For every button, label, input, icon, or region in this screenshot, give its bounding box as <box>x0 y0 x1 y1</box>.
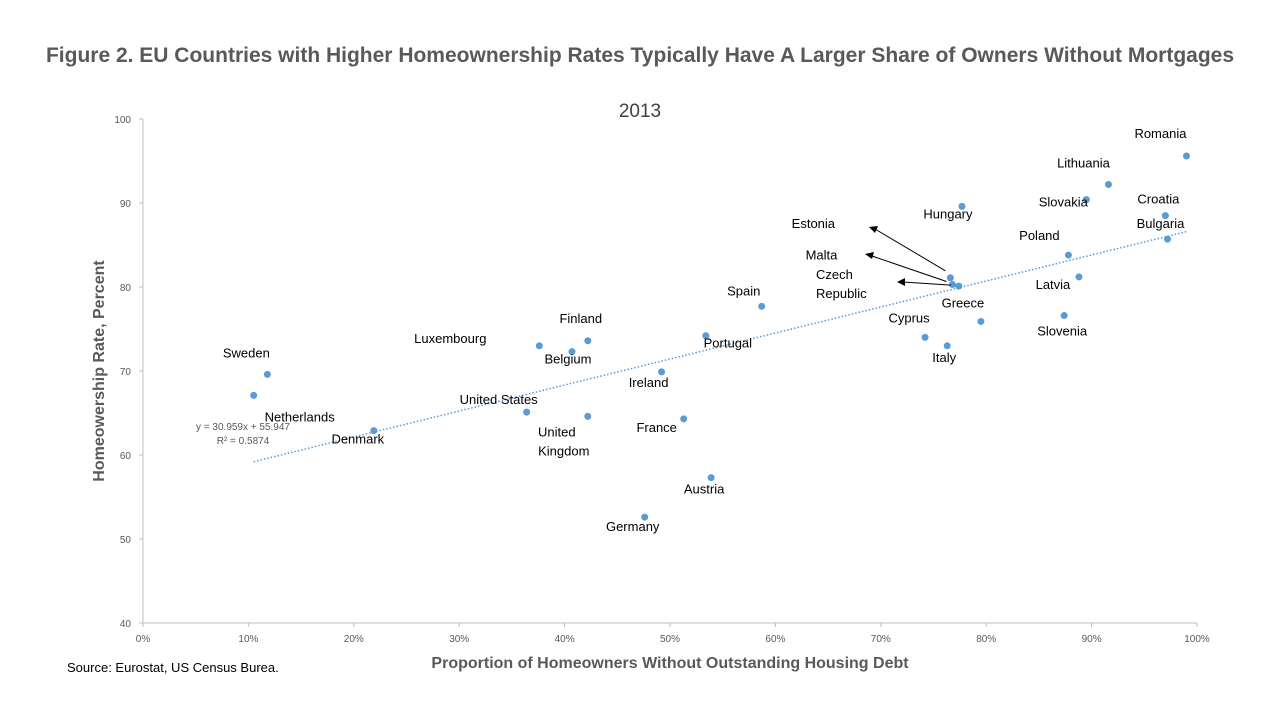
data-point <box>707 474 715 482</box>
x-tick-label: 100% <box>1184 634 1210 645</box>
data-point <box>1104 181 1112 189</box>
x-tick-label: 50% <box>660 634 680 645</box>
x-tick-label: 60% <box>765 634 785 645</box>
x-tick-label: 90% <box>1082 634 1102 645</box>
data-point <box>263 370 271 378</box>
x-tick-label: 70% <box>871 634 891 645</box>
point-label: Poland <box>1019 228 1059 243</box>
point-label: United States <box>460 392 539 407</box>
arrow-head <box>869 226 878 233</box>
data-point <box>1161 212 1169 220</box>
data-point <box>584 337 592 345</box>
point-label: Kingdom <box>538 443 589 458</box>
data-point <box>1082 196 1090 204</box>
point-label: United <box>538 424 576 439</box>
data-point <box>535 342 543 350</box>
callout-arrow <box>902 281 951 286</box>
point-label: Republic <box>816 286 867 301</box>
data-point <box>943 342 951 350</box>
x-axis-title: Proportion of Homeowners Without Outstan… <box>431 655 909 672</box>
point-label: Estonia <box>792 216 836 231</box>
data-point <box>641 513 649 521</box>
data-point <box>658 368 666 376</box>
x-tick-label: 40% <box>555 634 575 645</box>
data-point <box>958 202 966 210</box>
data-point <box>523 408 531 416</box>
trendline-r-squared: R² = 0.5874 <box>217 436 270 447</box>
x-tick-label: 10% <box>238 634 258 645</box>
y-tick-label: 90 <box>120 199 132 210</box>
callout-arrow <box>874 228 946 272</box>
point-label: Greece <box>942 295 985 310</box>
data-point <box>758 302 766 310</box>
point-label: Bulgaria <box>1137 216 1185 231</box>
arrow-head <box>897 278 905 286</box>
point-label: France <box>636 420 676 435</box>
data-point <box>250 391 258 399</box>
chart-title: Figure 2. EU Countries with Higher Homeo… <box>45 44 1235 67</box>
x-tick-label: 30% <box>449 634 469 645</box>
data-point <box>1163 235 1171 243</box>
callout-arrow <box>871 255 947 282</box>
chart-subtitle: 2013 <box>618 101 662 122</box>
data-point <box>921 333 929 341</box>
point-label: Italy <box>932 350 956 365</box>
y-tick-label: 60 <box>120 451 132 462</box>
axes: 0% 10% 20% 30% 40% 50% 60% 70% 80% 90% 100% 40 50 60 7… <box>91 115 1210 672</box>
point-label: Germany <box>606 519 660 534</box>
point-label: Netherlands <box>265 409 336 424</box>
point-label: Malta <box>806 247 839 262</box>
data-point <box>1075 273 1083 281</box>
points-layer <box>250 152 1190 521</box>
data-point <box>1182 152 1190 160</box>
data-point <box>1064 251 1072 259</box>
data-point <box>568 348 576 356</box>
trendline-layer: y = 30.959x + 55.947 R² = 0.5874 <box>196 230 1187 463</box>
data-point <box>955 282 963 290</box>
trendline-equation: y = 30.959x + 55.947 <box>196 422 290 433</box>
trendline <box>253 230 1187 463</box>
data-point <box>584 412 592 420</box>
point-label: Ireland <box>629 375 669 390</box>
point-label: Spain <box>727 283 760 298</box>
data-point <box>946 274 954 282</box>
data-point <box>702 332 710 340</box>
y-axis-title: Homeowership Rate, Percent <box>91 260 108 482</box>
y-tick-label: 50 <box>120 535 132 546</box>
arrow-head <box>865 252 874 259</box>
point-label: Croatia <box>1137 192 1180 207</box>
source-note: Source: Eurostat, US Census Burea. <box>67 660 279 675</box>
point-label: Luxembourg <box>414 331 486 346</box>
y-tick-label: 70 <box>120 367 132 378</box>
x-tick-label: 80% <box>976 634 996 645</box>
point-label: Portugal <box>704 336 753 351</box>
point-label: Slovakia <box>1039 195 1089 210</box>
y-tick-label: 100 <box>114 115 131 126</box>
callout-arrows <box>865 226 951 286</box>
x-tick-label: 0% <box>136 634 151 645</box>
data-point <box>977 317 985 325</box>
point-label: Romania <box>1134 126 1187 141</box>
point-label: Lithuania <box>1057 156 1111 171</box>
data-point <box>370 427 378 435</box>
data-point <box>1060 312 1068 320</box>
point-label: Cyprus <box>888 310 930 325</box>
data-point <box>948 280 956 288</box>
y-tick-label: 40 <box>120 619 132 630</box>
point-label: Denmark <box>331 432 384 447</box>
point-label: Latvia <box>1036 277 1071 292</box>
x-tick-label: 20% <box>344 634 364 645</box>
point-label: Slovenia <box>1037 324 1088 339</box>
point-label: Belgium <box>544 352 591 367</box>
point-label: Hungary <box>923 206 973 221</box>
point-labels-layer: Romania Lithuania Slovakia Croatia Bulgaria H… <box>223 126 1187 534</box>
point-label: Finland <box>559 311 602 326</box>
y-tick-label: 80 <box>120 283 132 294</box>
point-label: Czech <box>816 267 853 282</box>
point-label: Austria <box>684 482 725 497</box>
point-label: Sweden <box>223 345 270 360</box>
data-point <box>680 415 688 423</box>
